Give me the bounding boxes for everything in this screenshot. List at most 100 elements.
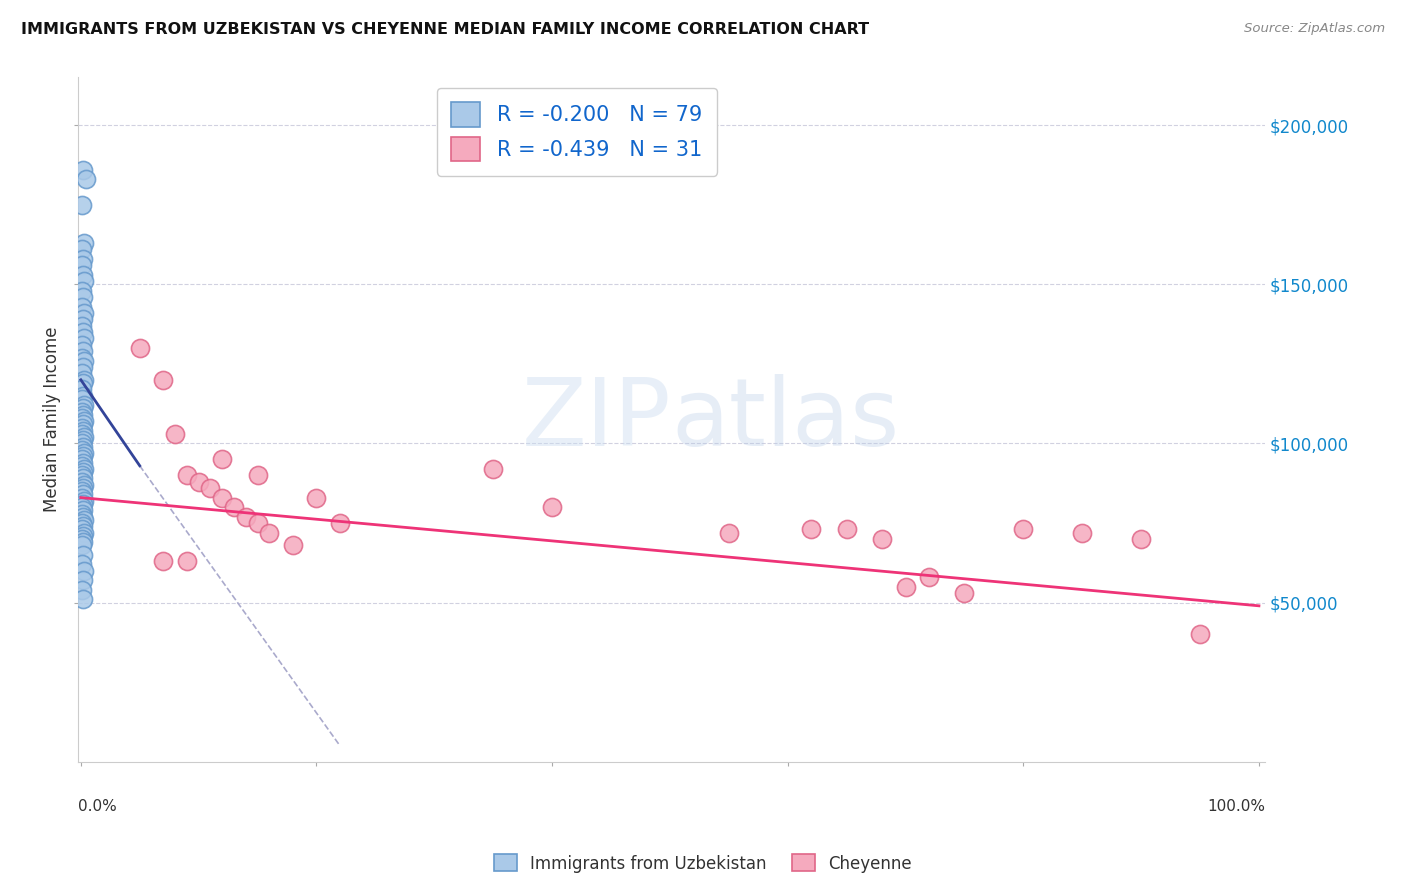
Point — [870, 532, 893, 546]
Point — [72, 529, 94, 543]
Point — [70, 383, 93, 397]
Point — [70, 491, 93, 505]
Point — [1071, 525, 1094, 540]
Point — [72, 290, 94, 304]
Point — [72, 497, 94, 511]
Point — [73, 274, 96, 288]
Point — [259, 525, 281, 540]
Point — [73, 398, 96, 412]
Point — [70, 500, 93, 515]
Point — [75, 172, 97, 186]
Point — [482, 462, 505, 476]
Point — [835, 523, 858, 537]
Point — [187, 475, 209, 489]
Text: atlas: atlas — [672, 374, 900, 466]
Point — [70, 420, 93, 434]
Point — [894, 580, 917, 594]
Point — [70, 411, 93, 425]
Point — [70, 198, 93, 212]
Point — [72, 312, 94, 326]
Point — [70, 558, 93, 572]
Point — [70, 484, 93, 499]
Point — [1189, 627, 1212, 641]
Point — [73, 331, 96, 345]
Point — [73, 513, 96, 527]
Legend: Immigrants from Uzbekistan, Cheyenne: Immigrants from Uzbekistan, Cheyenne — [486, 847, 920, 880]
Text: ZIP: ZIP — [522, 374, 672, 466]
Point — [70, 338, 93, 352]
Point — [70, 516, 93, 530]
Point — [72, 535, 94, 549]
Point — [953, 586, 976, 600]
Point — [72, 325, 94, 339]
Point — [72, 344, 94, 359]
Point — [72, 162, 94, 177]
Point — [70, 284, 93, 298]
Point — [72, 456, 94, 470]
Point — [73, 493, 96, 508]
Point — [72, 519, 94, 533]
Point — [70, 392, 93, 406]
Point — [918, 570, 941, 584]
Point — [72, 574, 94, 588]
Point — [72, 417, 94, 432]
Point — [281, 538, 304, 552]
Legend: R = -0.200   N = 79, R = -0.439   N = 31: R = -0.200 N = 79, R = -0.439 N = 31 — [437, 87, 717, 176]
Point — [72, 548, 94, 562]
Point — [165, 426, 187, 441]
Point — [717, 525, 740, 540]
Point — [70, 426, 93, 441]
Point — [72, 434, 94, 448]
Point — [73, 446, 96, 460]
Point — [72, 252, 94, 266]
Point — [152, 373, 174, 387]
Text: 100.0%: 100.0% — [1206, 799, 1265, 814]
Point — [73, 478, 96, 492]
Point — [70, 318, 93, 333]
Point — [72, 424, 94, 438]
Point — [73, 525, 96, 540]
Point — [70, 475, 93, 489]
Point — [72, 408, 94, 422]
Point — [70, 404, 93, 418]
Point — [541, 500, 564, 515]
Point — [152, 554, 174, 568]
Point — [70, 243, 93, 257]
Point — [72, 487, 94, 501]
Point — [1130, 532, 1153, 546]
Point — [70, 523, 93, 537]
Point — [800, 523, 823, 537]
Point — [72, 376, 94, 390]
Point — [329, 516, 352, 530]
Point — [70, 351, 93, 365]
Point — [246, 468, 269, 483]
Point — [73, 353, 96, 368]
Point — [72, 268, 94, 282]
Point — [72, 360, 94, 375]
Point — [72, 449, 94, 463]
Point — [211, 452, 233, 467]
Point — [72, 389, 94, 403]
Point — [72, 401, 94, 416]
Point — [200, 481, 222, 495]
Point — [70, 532, 93, 546]
Point — [70, 458, 93, 473]
Text: 0.0%: 0.0% — [79, 799, 117, 814]
Point — [70, 452, 93, 467]
Point — [70, 436, 93, 450]
Point — [70, 468, 93, 483]
Point — [72, 465, 94, 479]
Point — [211, 491, 233, 505]
Point — [176, 468, 198, 483]
Text: Source: ZipAtlas.com: Source: ZipAtlas.com — [1244, 22, 1385, 36]
Point — [73, 430, 96, 444]
Point — [72, 440, 94, 454]
Point — [246, 516, 269, 530]
Point — [70, 258, 93, 272]
Point — [70, 442, 93, 457]
Point — [72, 592, 94, 607]
Point — [72, 481, 94, 495]
Text: IMMIGRANTS FROM UZBEKISTAN VS CHEYENNE MEDIAN FAMILY INCOME CORRELATION CHART: IMMIGRANTS FROM UZBEKISTAN VS CHEYENNE M… — [21, 22, 869, 37]
Point — [73, 414, 96, 428]
Point — [235, 509, 257, 524]
